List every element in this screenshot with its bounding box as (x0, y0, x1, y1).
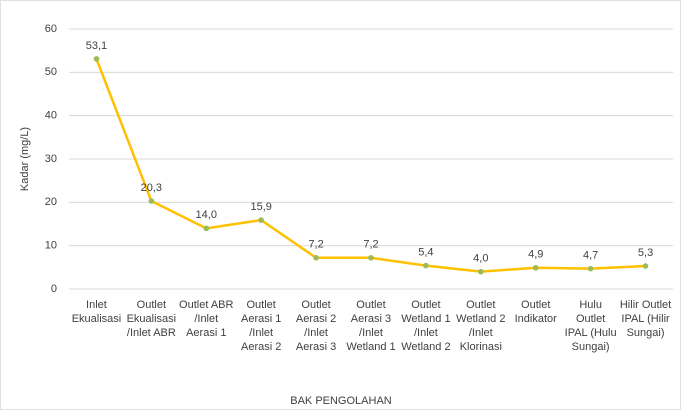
value-label: 4,0 (473, 253, 488, 265)
value-label: 4,9 (528, 249, 543, 261)
marker (478, 268, 484, 275)
marker (313, 254, 319, 261)
value-label: 15,9 (250, 201, 271, 213)
y-tick-label: 50 (45, 66, 57, 78)
value-label: 7,2 (308, 239, 323, 251)
marker (642, 263, 649, 269)
x-tick-label: Outlet Aerasi 2 /Inlet Aerasi 3 (295, 299, 337, 353)
y-tick-label: 60 (45, 23, 57, 35)
x-tick-label: Outlet Aerasi 1 /Inlet Aerasi 2 (240, 299, 282, 353)
marker (148, 198, 155, 204)
y-tick-label: 40 (45, 110, 57, 122)
value-label: 7,2 (363, 239, 378, 251)
y-axis-label: Kadar (mg/L) (19, 127, 31, 191)
value-label: 4,7 (583, 250, 598, 262)
x-tick-label: Outlet Wetland 2 /Inlet Klorinasi (456, 299, 506, 353)
value-label: 53,1 (86, 40, 107, 52)
y-tick-label: 0 (51, 283, 57, 295)
marker (423, 262, 429, 269)
marker (258, 217, 264, 223)
x-tick-label: Outlet Wetland 1 /Inlet Wetland 2 (401, 299, 451, 353)
x-tick-label: Outlet Ekualisasi /Inlet ABR (126, 299, 177, 339)
marker (368, 254, 374, 261)
x-tick-label: Hilir Outlet IPAL (Hilir Sungai) (619, 299, 672, 339)
y-tick-label: 30 (45, 153, 57, 165)
x-tick-label: Hulu Outlet IPAL (Hulu Sungai) (564, 299, 617, 353)
x-tick-label: Outlet Aerasi 3 /Inlet Wetland 1 (346, 299, 396, 353)
y-tick-label: 20 (45, 196, 57, 208)
marker (532, 264, 539, 271)
x-tick-label: Outlet ABR /Inlet Aerasi 1 (179, 299, 234, 339)
marker (587, 265, 594, 272)
value-label: 5,3 (638, 247, 653, 259)
x-tick-label: Outlet Indikator (514, 299, 557, 325)
marker (93, 56, 100, 62)
x-tick-label: Inlet Ekualisasi (71, 299, 122, 325)
value-label: 14,0 (196, 209, 217, 221)
y-tick-label: 10 (45, 240, 57, 252)
x-axis-label: BAK PENGOLAHAN (290, 395, 392, 407)
value-label: 20,3 (141, 182, 162, 194)
marker (203, 225, 210, 232)
value-label: 5,4 (418, 247, 433, 259)
